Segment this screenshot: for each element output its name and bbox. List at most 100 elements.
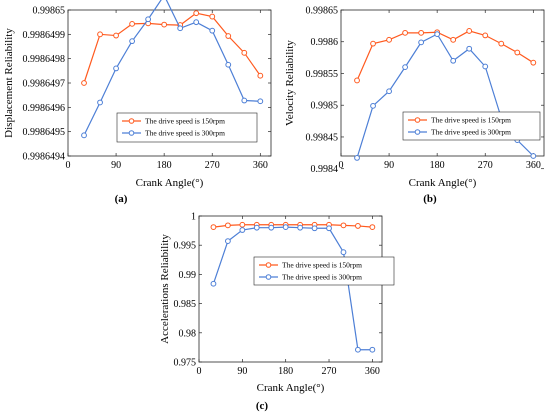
data-point-series-1 (354, 77, 360, 84)
x-tick-label: 90 (111, 160, 121, 171)
y-tick-label: 0.995 (174, 241, 197, 252)
legend: The drive speed is 150rpm The drive speed… (116, 112, 258, 143)
data-point-series-2 (466, 45, 473, 52)
plot-frame (198, 215, 383, 363)
data-point-series-2 (129, 38, 136, 45)
data-point-series-1 (355, 223, 361, 229)
legend-swatch-marker (265, 274, 272, 280)
x-tick-label: 0 (339, 160, 344, 171)
legend-swatch-marker (414, 129, 421, 135)
data-point-series-2 (224, 238, 231, 245)
y-tick-label: 0.9986 (311, 37, 339, 48)
y-tick-label: 0.9986499 (23, 30, 66, 41)
x-tick-label: 180 (430, 160, 445, 171)
data-point-series-1 (402, 29, 409, 36)
x-tick-label: 270 (205, 160, 220, 171)
legend-entry-label: The drive speed is 300rpm (145, 129, 225, 138)
data-point-series-2 (81, 132, 87, 139)
data-point-series-2 (418, 39, 425, 46)
chart-panel-2: 0 90 180 270 360 0.9984 0.99845 0.9985 0.99855 0.… (284, 6, 545, 205)
data-point-series-2 (402, 64, 409, 71)
data-point-series-1 (370, 40, 376, 47)
data-point-series-2 (145, 16, 152, 23)
x-tick-label: 180 (157, 160, 172, 171)
x-axis-label: Crank Angle(°) (257, 382, 325, 394)
y-tick-label: 0.98 (179, 328, 197, 339)
data-point-series-2 (354, 155, 360, 161)
panel-label: (a) (115, 193, 128, 205)
y-tick-label: 0.9986498 (23, 54, 66, 65)
data-point-series-2 (482, 63, 489, 70)
data-point-series-2 (434, 31, 441, 38)
data-point-series-2 (225, 61, 232, 68)
legend-box (116, 112, 258, 143)
plot-frame (340, 9, 545, 157)
data-point-series-2 (209, 27, 216, 34)
legend-box (402, 111, 541, 141)
data-point-series-2 (97, 99, 103, 106)
data-point-series-2 (257, 98, 264, 105)
series-line-1 (213, 224, 373, 228)
y-tick-label: 0.99865 (33, 6, 66, 17)
legend-swatch-marker (128, 118, 135, 124)
y-tick-label: 0.975 (174, 358, 197, 369)
data-point-series-2 (311, 225, 318, 232)
series-line-2 (83, 0, 261, 136)
data-point-series-1 (81, 80, 87, 86)
data-point-series-2 (210, 280, 217, 287)
data-point-series-1 (224, 222, 231, 229)
x-axis-label: Crank Angle(°) (136, 177, 204, 189)
chart-panel-3: 0 90 180 270 360 0.975 0.98 0.985 0.99 0.995 1 Cran… (159, 212, 395, 412)
x-tick-label: 0 (66, 160, 71, 171)
x-tick-label: 90 (237, 366, 247, 377)
data-point-series-1 (386, 36, 392, 43)
data-point-series-1 (482, 32, 489, 39)
x-tick-label: 360 (526, 160, 541, 171)
data-point-series-1 (257, 72, 264, 79)
legend-entry-label: The drive speed is 150rpm (145, 117, 225, 126)
legend: The drive speed is 150rpm The drive speed… (402, 111, 541, 141)
data-point-series-2 (386, 88, 392, 95)
y-tick-label: 0.99855 (306, 69, 339, 80)
y-tick-label: 0.9986496 (23, 103, 66, 114)
data-point-series-1 (193, 10, 200, 17)
legend-swatch-marker (414, 117, 421, 123)
data-point-series-2 (113, 65, 119, 72)
data-point-series-1 (129, 20, 136, 27)
chart-panel-1: 0 90 180 270 360 0.9986494 0.9986495 0.9986496 0… (3, 0, 272, 205)
data-point-series-1 (241, 49, 248, 56)
data-point-series-1 (161, 21, 168, 28)
data-point-series-1 (209, 13, 216, 20)
data-point-series-2 (340, 249, 347, 256)
data-point-series-1 (239, 221, 246, 228)
data-point-series-2 (355, 346, 361, 353)
y-tick-label: 0.9985 (311, 101, 339, 112)
x-tick-label: 270 (322, 366, 337, 377)
x-tick-label: 0 (197, 366, 202, 377)
data-point-series-1 (369, 224, 376, 230)
legend-swatch-marker (128, 130, 135, 136)
data-point-series-2 (369, 346, 376, 353)
series-line-1 (83, 12, 261, 84)
data-point-series-1 (225, 33, 232, 39)
data-point-series-2 (239, 227, 246, 233)
y-axis-label: Displacement Reliability (3, 28, 15, 138)
legend-entry-label: The drive speed is 300rpm (282, 273, 362, 282)
legend: The drive speed is 150rpm The drive speed… (253, 256, 395, 286)
series-line-2 (212, 226, 373, 351)
y-axis-label: Velocity Reliability (284, 40, 296, 126)
y-tick-label: 0.985 (174, 299, 197, 310)
data-point-series-2 (253, 224, 260, 231)
data-point-series-1 (113, 32, 119, 39)
data-point-series-1 (340, 222, 347, 229)
legend-entry-label: The drive speed is 150rpm (431, 116, 511, 125)
data-point-series-1 (97, 31, 103, 38)
panel-label: (b) (423, 193, 437, 205)
x-tick-label: 270 (478, 160, 493, 171)
data-point-series-1 (514, 49, 521, 56)
data-point-series-2 (282, 224, 289, 230)
legend-swatch-marker (265, 262, 272, 268)
y-tick-label: 0.9986495 (23, 127, 66, 138)
data-point-series-1 (450, 36, 457, 43)
series-line-1 (356, 30, 534, 81)
